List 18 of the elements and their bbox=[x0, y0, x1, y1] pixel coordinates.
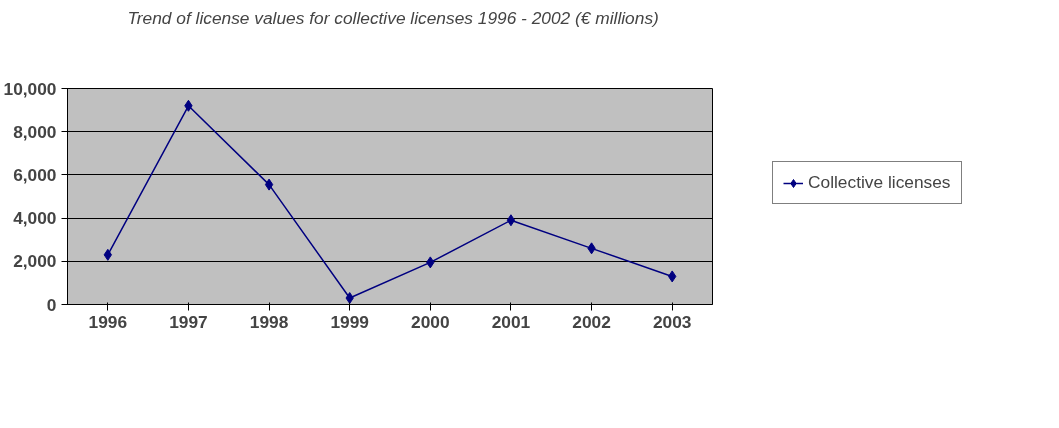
y-tick-label: 8,000 bbox=[13, 121, 57, 142]
y-tick-label: 6,000 bbox=[13, 164, 57, 185]
x-tick-label: 1998 bbox=[249, 311, 289, 332]
y-tick-label: 10,000 bbox=[3, 78, 57, 99]
chart-title: Trend of license values for collective licenses 1996 - 2002 (€ millions) bbox=[127, 7, 659, 28]
x-tick-label: 2001 bbox=[491, 311, 531, 332]
x-tick-label: 2000 bbox=[411, 311, 450, 332]
point bbox=[506, 214, 516, 227]
x-tick-label: 2002 bbox=[572, 311, 611, 332]
x-tick-label: 1999 bbox=[330, 311, 369, 332]
y-tick-label: 0 bbox=[46, 294, 57, 315]
x-tick-label: 2003 bbox=[652, 311, 692, 332]
x-tick-label: 1996 bbox=[88, 311, 128, 332]
y-tick-label: 2,000 bbox=[13, 251, 57, 272]
point bbox=[264, 178, 274, 191]
legend-label: Collective licenses bbox=[808, 172, 951, 193]
y-tick-label: 4,000 bbox=[13, 208, 57, 229]
x-tick-label: 1997 bbox=[169, 311, 208, 332]
